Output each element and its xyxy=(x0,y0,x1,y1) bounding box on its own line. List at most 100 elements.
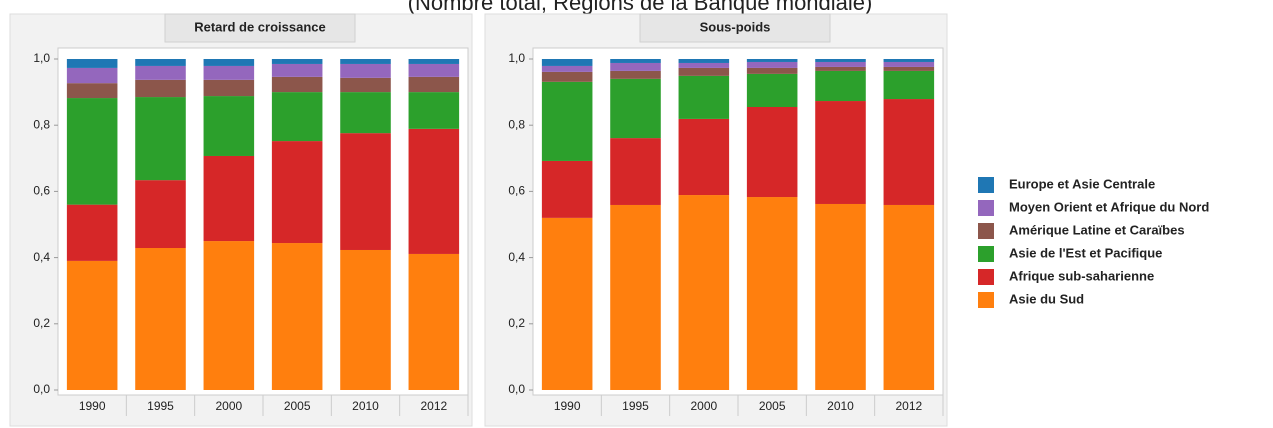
y-tick-label: 0,0 xyxy=(508,382,525,396)
legend-label: Asie du Sud xyxy=(1009,291,1084,306)
bar-segment xyxy=(883,99,935,205)
panel-title: Retard de croissance xyxy=(194,19,326,34)
bar-segment xyxy=(541,65,593,72)
legend-label: Europe et Asie Centrale xyxy=(1009,176,1155,191)
x-tick-label: 2005 xyxy=(284,399,311,413)
bar-segment xyxy=(203,155,255,242)
bar-segment xyxy=(271,76,323,93)
bar-segment xyxy=(271,243,323,390)
bar-segment xyxy=(610,138,661,205)
bar-segment xyxy=(66,260,118,390)
legend-label: Amérique Latine et Caraïbes xyxy=(1009,222,1185,237)
bar-segment xyxy=(883,59,935,62)
bar-segment xyxy=(541,59,593,66)
bar-segment xyxy=(610,78,661,139)
bar-segment xyxy=(340,133,391,250)
bar-segment xyxy=(678,118,730,196)
legend-swatch xyxy=(978,200,994,216)
bar-segment xyxy=(340,59,391,64)
bar-segment xyxy=(610,70,661,79)
bar-segment xyxy=(135,79,186,98)
y-tick-label: 1,0 xyxy=(508,51,525,65)
legend-swatch xyxy=(978,246,994,262)
bar-segment xyxy=(203,65,255,80)
legend-label: Moyen Orient et Afrique du Nord xyxy=(1009,199,1209,214)
legend-swatch xyxy=(978,269,994,285)
bar-segment xyxy=(66,67,118,84)
bar-segment xyxy=(203,59,255,66)
bar-segment xyxy=(203,79,255,97)
plot-area xyxy=(57,47,469,396)
bar-segment xyxy=(746,59,798,62)
y-tick-label: 0,0 xyxy=(33,382,50,396)
bar-segment xyxy=(815,66,866,71)
x-tick-label: 1990 xyxy=(554,399,581,413)
y-tick-label: 1,0 xyxy=(33,51,50,65)
bar-segment xyxy=(66,83,118,99)
bar-segment xyxy=(408,59,460,64)
x-tick-label: 2012 xyxy=(895,399,922,413)
x-tick-label: 2010 xyxy=(352,399,379,413)
bar-segment xyxy=(610,59,661,63)
bar-segment xyxy=(203,241,255,390)
bar-segment xyxy=(135,65,186,80)
bar-segment xyxy=(340,249,391,390)
plot-area xyxy=(532,47,944,396)
bar-segment xyxy=(135,180,186,249)
bar-segment xyxy=(135,59,186,66)
bar-segment xyxy=(678,62,730,68)
bar-segment xyxy=(271,92,323,142)
bar-segment xyxy=(340,92,391,134)
y-tick-label: 0,4 xyxy=(33,250,50,264)
bar-segment xyxy=(610,62,661,71)
legend-label: Afrique sub-saharienne xyxy=(1009,268,1154,283)
x-tick-label: 1995 xyxy=(622,399,649,413)
bar-segment xyxy=(271,63,323,77)
bar-segment xyxy=(408,128,460,254)
bar-segment xyxy=(541,160,593,218)
legend-swatch xyxy=(978,223,994,239)
bar-segment xyxy=(678,195,730,390)
bar-segment xyxy=(678,67,730,76)
bar-segment xyxy=(340,77,391,93)
bar-segment xyxy=(340,63,391,78)
x-tick-label: 2012 xyxy=(420,399,447,413)
bar-segment xyxy=(678,75,730,119)
bar-segment xyxy=(746,106,798,198)
panel-title: Sous-poids xyxy=(700,19,771,34)
legend-swatch xyxy=(978,292,994,308)
bar-segment xyxy=(408,253,460,390)
bar-segment xyxy=(815,101,866,204)
bar-segment xyxy=(883,204,935,390)
bar-segment xyxy=(746,67,798,74)
bar-segment xyxy=(883,61,935,67)
bar-segment xyxy=(746,61,798,68)
bar-segment xyxy=(815,61,866,67)
y-tick-label: 0,2 xyxy=(508,316,525,330)
legend-label: Asie de l'Est et Pacifique xyxy=(1009,245,1162,260)
y-tick-label: 0,4 xyxy=(508,250,525,264)
bar-segment xyxy=(271,141,323,244)
bar-segment xyxy=(408,63,460,77)
bar-segment xyxy=(883,66,935,71)
panel-title-box xyxy=(639,13,831,43)
x-tick-label: 1995 xyxy=(147,399,174,413)
x-tick-label: 2010 xyxy=(827,399,854,413)
x-tick-label: 1990 xyxy=(79,399,106,413)
bar-segment xyxy=(815,59,866,62)
bar-segment xyxy=(678,59,730,63)
y-tick-label: 0,2 xyxy=(33,316,50,330)
x-tick-label: 2000 xyxy=(690,399,717,413)
bar-segment xyxy=(408,92,460,129)
page-title: (Nombre total, Régions de la Banque mond… xyxy=(408,0,873,15)
bar-segment xyxy=(746,197,798,390)
bar-segment xyxy=(203,96,255,156)
bar-segment xyxy=(66,98,118,205)
y-tick-label: 0,6 xyxy=(508,184,525,198)
bar-segment xyxy=(135,248,186,390)
bar-segment xyxy=(541,81,593,161)
bar-segment xyxy=(610,204,661,390)
bar-segment xyxy=(815,70,866,102)
bar-segment xyxy=(541,71,593,82)
bar-segment xyxy=(541,217,593,390)
